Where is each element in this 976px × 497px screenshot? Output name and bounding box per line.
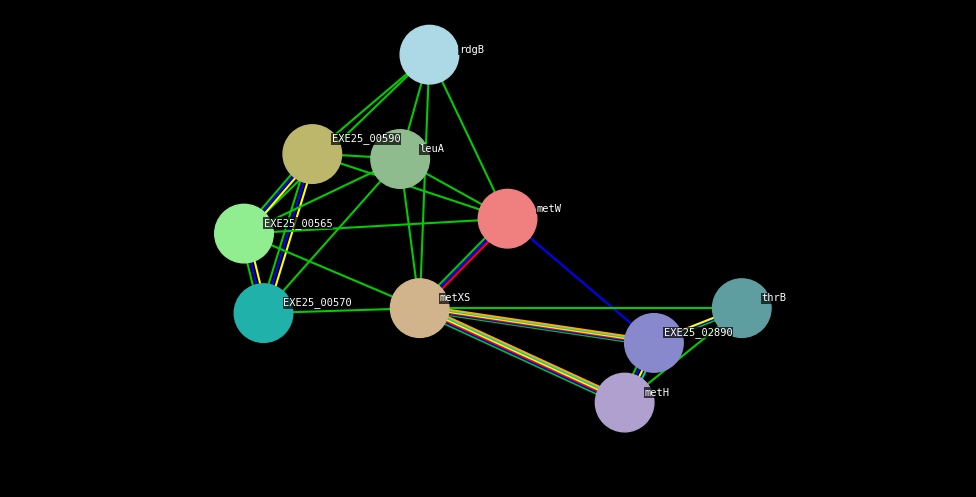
Ellipse shape [595, 373, 654, 432]
Ellipse shape [400, 25, 459, 84]
Text: metH: metH [644, 388, 670, 398]
Text: EXE25_00590: EXE25_00590 [332, 133, 400, 144]
Ellipse shape [478, 189, 537, 248]
Ellipse shape [234, 284, 293, 342]
Text: metXS: metXS [439, 293, 470, 303]
Ellipse shape [371, 130, 429, 188]
Text: thrB: thrB [761, 293, 787, 303]
Text: rdgB: rdgB [459, 45, 484, 55]
Text: metW: metW [537, 204, 562, 214]
Text: EXE25_00565: EXE25_00565 [264, 218, 332, 229]
Ellipse shape [712, 279, 771, 337]
Text: EXE25_02890: EXE25_02890 [664, 327, 732, 338]
Ellipse shape [215, 204, 273, 263]
Ellipse shape [283, 125, 342, 183]
Text: EXE25_00570: EXE25_00570 [283, 297, 351, 308]
Text: leuA: leuA [420, 144, 445, 154]
Ellipse shape [390, 279, 449, 337]
Ellipse shape [625, 314, 683, 372]
